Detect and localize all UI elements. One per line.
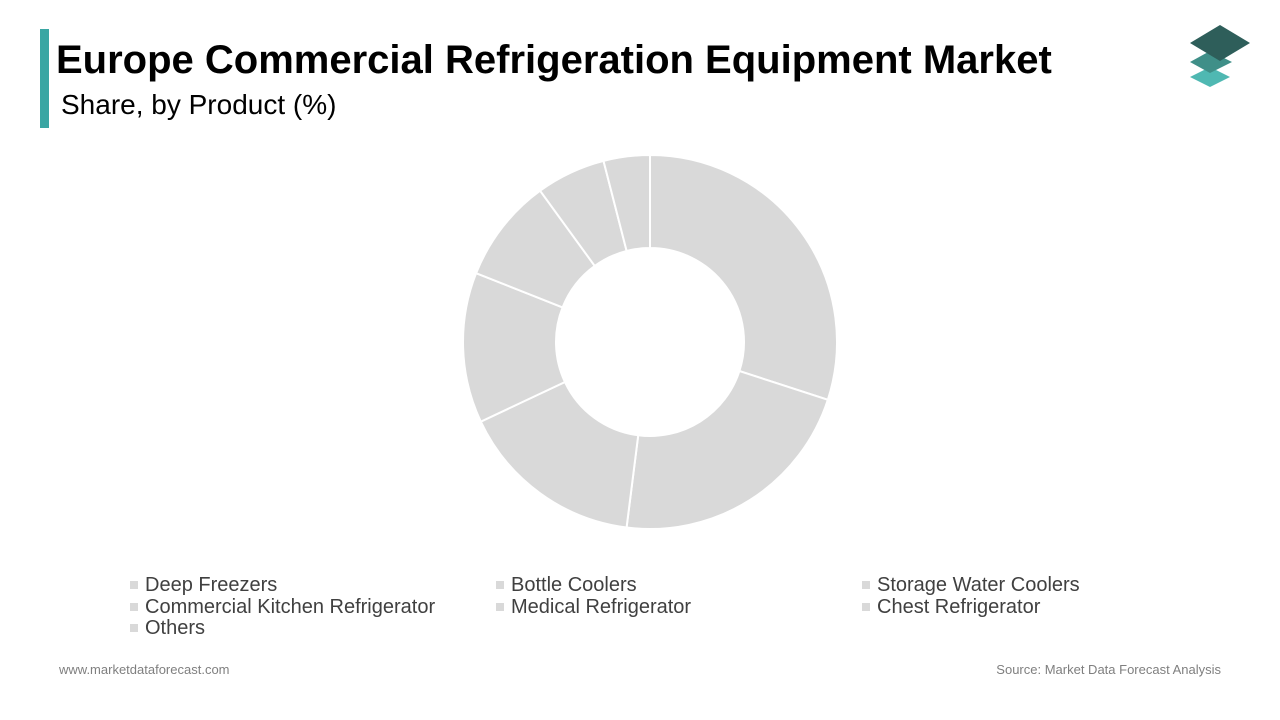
legend-label: Others [145,617,206,639]
legend-item-storage-water-coolers: Storage Water Coolers [862,574,1080,596]
slice-storage-water-coolers [479,380,640,529]
legend-item-medical-refrigerator: Medical Refrigerator [496,596,691,618]
legend-label: Bottle Coolers [511,574,637,596]
donut-slices [462,153,838,530]
legend-item-commercial-kitchen-refrigerator: Commercial Kitchen Refrigerator [130,596,435,618]
legend-item-others: Others [130,617,205,639]
logo-layer-middle [1190,51,1232,73]
legend-swatch [130,624,138,632]
page-subtitle: Share, by Product (%) [61,89,337,120]
title-accent-bar [40,29,49,128]
legend-swatch [130,603,138,611]
legend-label: Storage Water Coolers [877,574,1080,596]
legend-label: Chest Refrigerator [877,596,1041,618]
legend-item-chest-refrigerator: Chest Refrigerator [862,596,1040,618]
legend-label: Medical Refrigerator [511,596,692,618]
logo-layer-top [1190,25,1250,61]
slice-others [602,153,651,253]
legend-swatch [496,603,504,611]
page-title: Europe Commercial Refrigeration Equipmen… [56,38,1052,82]
footer-website[interactable]: www.marketdataforecast.com [59,662,230,677]
brand-logo-icon [1190,25,1250,87]
legend-swatch [496,581,504,589]
donut-chart [462,153,838,530]
slice-deep-freezers [649,153,838,402]
slice-bottle-coolers [625,369,830,530]
legend-item-bottle-coolers: Bottle Coolers [496,574,637,596]
legend-label: Deep Freezers [145,574,278,596]
legend-swatch [862,603,870,611]
legend-label: Commercial Kitchen Refrigerator [145,596,436,618]
logo-layer-bottom [1190,67,1230,87]
legend-item-deep-freezers: Deep Freezers [130,574,277,596]
footer-source: Source: Market Data Forecast Analysis [996,662,1221,677]
legend-swatch [130,581,138,589]
legend-swatch [862,581,870,589]
